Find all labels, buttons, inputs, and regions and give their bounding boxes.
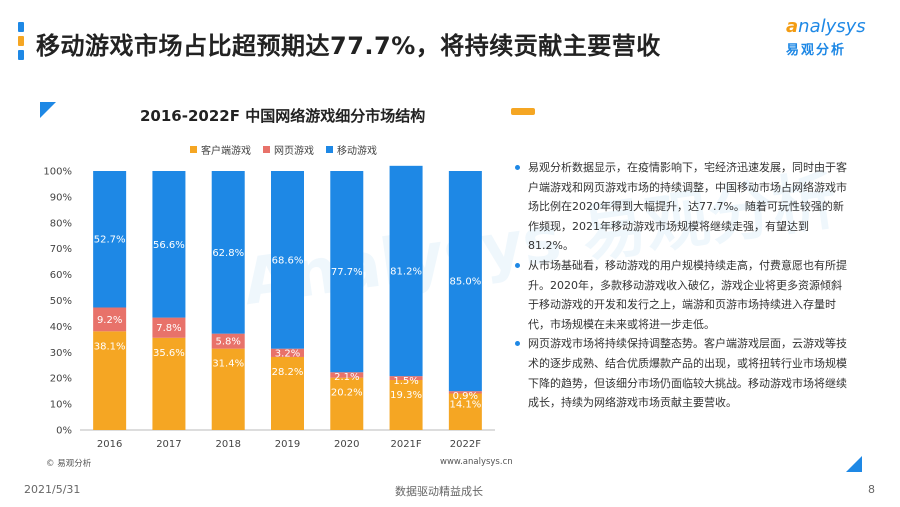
data-label: 56.6% [153, 240, 185, 251]
data-label: 62.8% [212, 248, 244, 259]
legend-swatch [326, 146, 333, 153]
chart-title: 2016-2022F 中国网络游戏细分市场结构 [140, 107, 426, 125]
corner-triangle-top-left [40, 102, 56, 118]
logo-wordmark: analysys [786, 16, 866, 37]
x-tick-label: 2020 [334, 439, 359, 450]
legend-swatch [263, 146, 270, 153]
legend-swatch [190, 146, 197, 153]
bullet-dot [515, 262, 520, 268]
bar-segment [211, 171, 245, 334]
footer-date: 2021/5/31 [24, 483, 81, 496]
data-label: 5.8% [216, 337, 241, 348]
bullet-dot [515, 165, 520, 170]
bar-segment [211, 348, 245, 430]
analysys-logo: analysys 易观分析 [786, 16, 882, 62]
y-tick-label: 80% [50, 218, 72, 229]
bar-segment [389, 380, 423, 430]
y-tick-label: 20% [50, 374, 72, 385]
x-tick-label: 2021F [390, 439, 421, 450]
x-tick-label: 2017 [156, 439, 181, 450]
orange-accent-dash [511, 108, 535, 115]
y-tick-label: 30% [50, 348, 72, 359]
data-label: 81.2% [390, 266, 422, 277]
title-accent-bar [18, 22, 24, 64]
data-label: 7.8% [156, 323, 181, 334]
data-label: 68.6% [272, 255, 304, 266]
bar-segment [271, 348, 304, 357]
data-label: 19.3% [390, 390, 422, 401]
data-label: 77.7% [331, 267, 363, 278]
bar-segment [330, 171, 364, 373]
y-tick-label: 100% [43, 167, 72, 178]
bar-segment [389, 376, 423, 381]
bar-segment [448, 171, 482, 392]
y-tick-label: 70% [50, 244, 72, 255]
x-tick-label: 2019 [275, 439, 300, 450]
data-label: 31.4% [212, 359, 244, 370]
y-tick-label: 10% [50, 400, 72, 411]
bar-segment [93, 171, 127, 308]
chart-source: © 易观分析 [46, 459, 92, 469]
footer-tagline: 数据驱动精益成长 [395, 485, 483, 498]
data-label: 9.2% [97, 315, 122, 326]
y-tick-label: 0% [56, 426, 72, 437]
page-number: 8 [868, 483, 875, 496]
data-label: 28.2% [272, 367, 304, 378]
chart-site-url: www.analysys.cn [440, 457, 513, 467]
bar-segment [271, 171, 304, 349]
y-tick-label: 90% [50, 192, 72, 203]
bullet-item: 网页游戏市场将持续保持调整态势。客户端游戏层面，云游戏等技术的逐步成熟、结合优质… [512, 334, 852, 412]
data-label: 3.2% [275, 349, 300, 360]
x-tick-label: 2018 [215, 439, 240, 450]
legend-item-web: 网页游戏 [263, 142, 314, 157]
accent-block-3 [18, 50, 24, 60]
data-label: 85.0% [449, 277, 481, 288]
bar-segment [93, 307, 127, 332]
slide-title: 移动游戏市场占比超预期达77.7%，将持续贡献主要营收 [36, 32, 661, 60]
legend-item-client: 客户端游戏 [190, 142, 251, 157]
bar-segment [152, 317, 186, 338]
data-label: 14.1% [449, 399, 481, 410]
accent-block-2 [18, 36, 24, 46]
bullet-list: 易观分析数据显示，在疫情影响下，宅经济迅速发展，同时由于客户端游戏和网页游戏市场… [512, 158, 852, 413]
data-label: 35.6% [153, 348, 185, 359]
data-label: 2.1% [334, 372, 359, 383]
corner-triangle-bottom-right [846, 456, 862, 472]
data-label: 1.5% [393, 376, 418, 387]
logo-chinese-name: 易观分析 [786, 43, 847, 58]
legend-item-mobile: 移动游戏 [326, 142, 377, 157]
bullet-dot [515, 341, 520, 347]
bar-segment [330, 372, 364, 378]
y-tick-label: 40% [50, 322, 72, 333]
data-label: 20.2% [331, 388, 363, 399]
bullet-item: 易观分析数据显示，在疫情影响下，宅经济迅速发展，同时由于客户端游戏和网页游戏市场… [512, 158, 852, 256]
bar-segment [330, 377, 364, 430]
bullet-item: 从市场基础看，移动游戏的用户规模持续走高，付费意愿也有所提升。2020年，多款移… [512, 256, 852, 334]
bar-segment [389, 165, 423, 377]
y-tick-label: 60% [50, 270, 72, 281]
bar-segment [448, 391, 482, 394]
bar-segment [211, 333, 245, 349]
bar-segment [93, 331, 127, 430]
bar-segment [152, 171, 186, 318]
data-label: 38.1% [94, 341, 126, 352]
chart-legend: 客户端游戏 网页游戏 移动游戏 [190, 142, 377, 157]
bar-segment [271, 356, 304, 430]
x-tick-label: 2022F [450, 439, 481, 450]
accent-block-1 [18, 22, 24, 32]
x-tick-label: 2016 [97, 439, 122, 450]
data-label: 52.7% [94, 235, 126, 246]
y-tick-label: 50% [50, 296, 72, 307]
data-label: 0.9% [453, 391, 478, 402]
bar-segment [152, 337, 186, 430]
bar-segment [448, 393, 482, 430]
